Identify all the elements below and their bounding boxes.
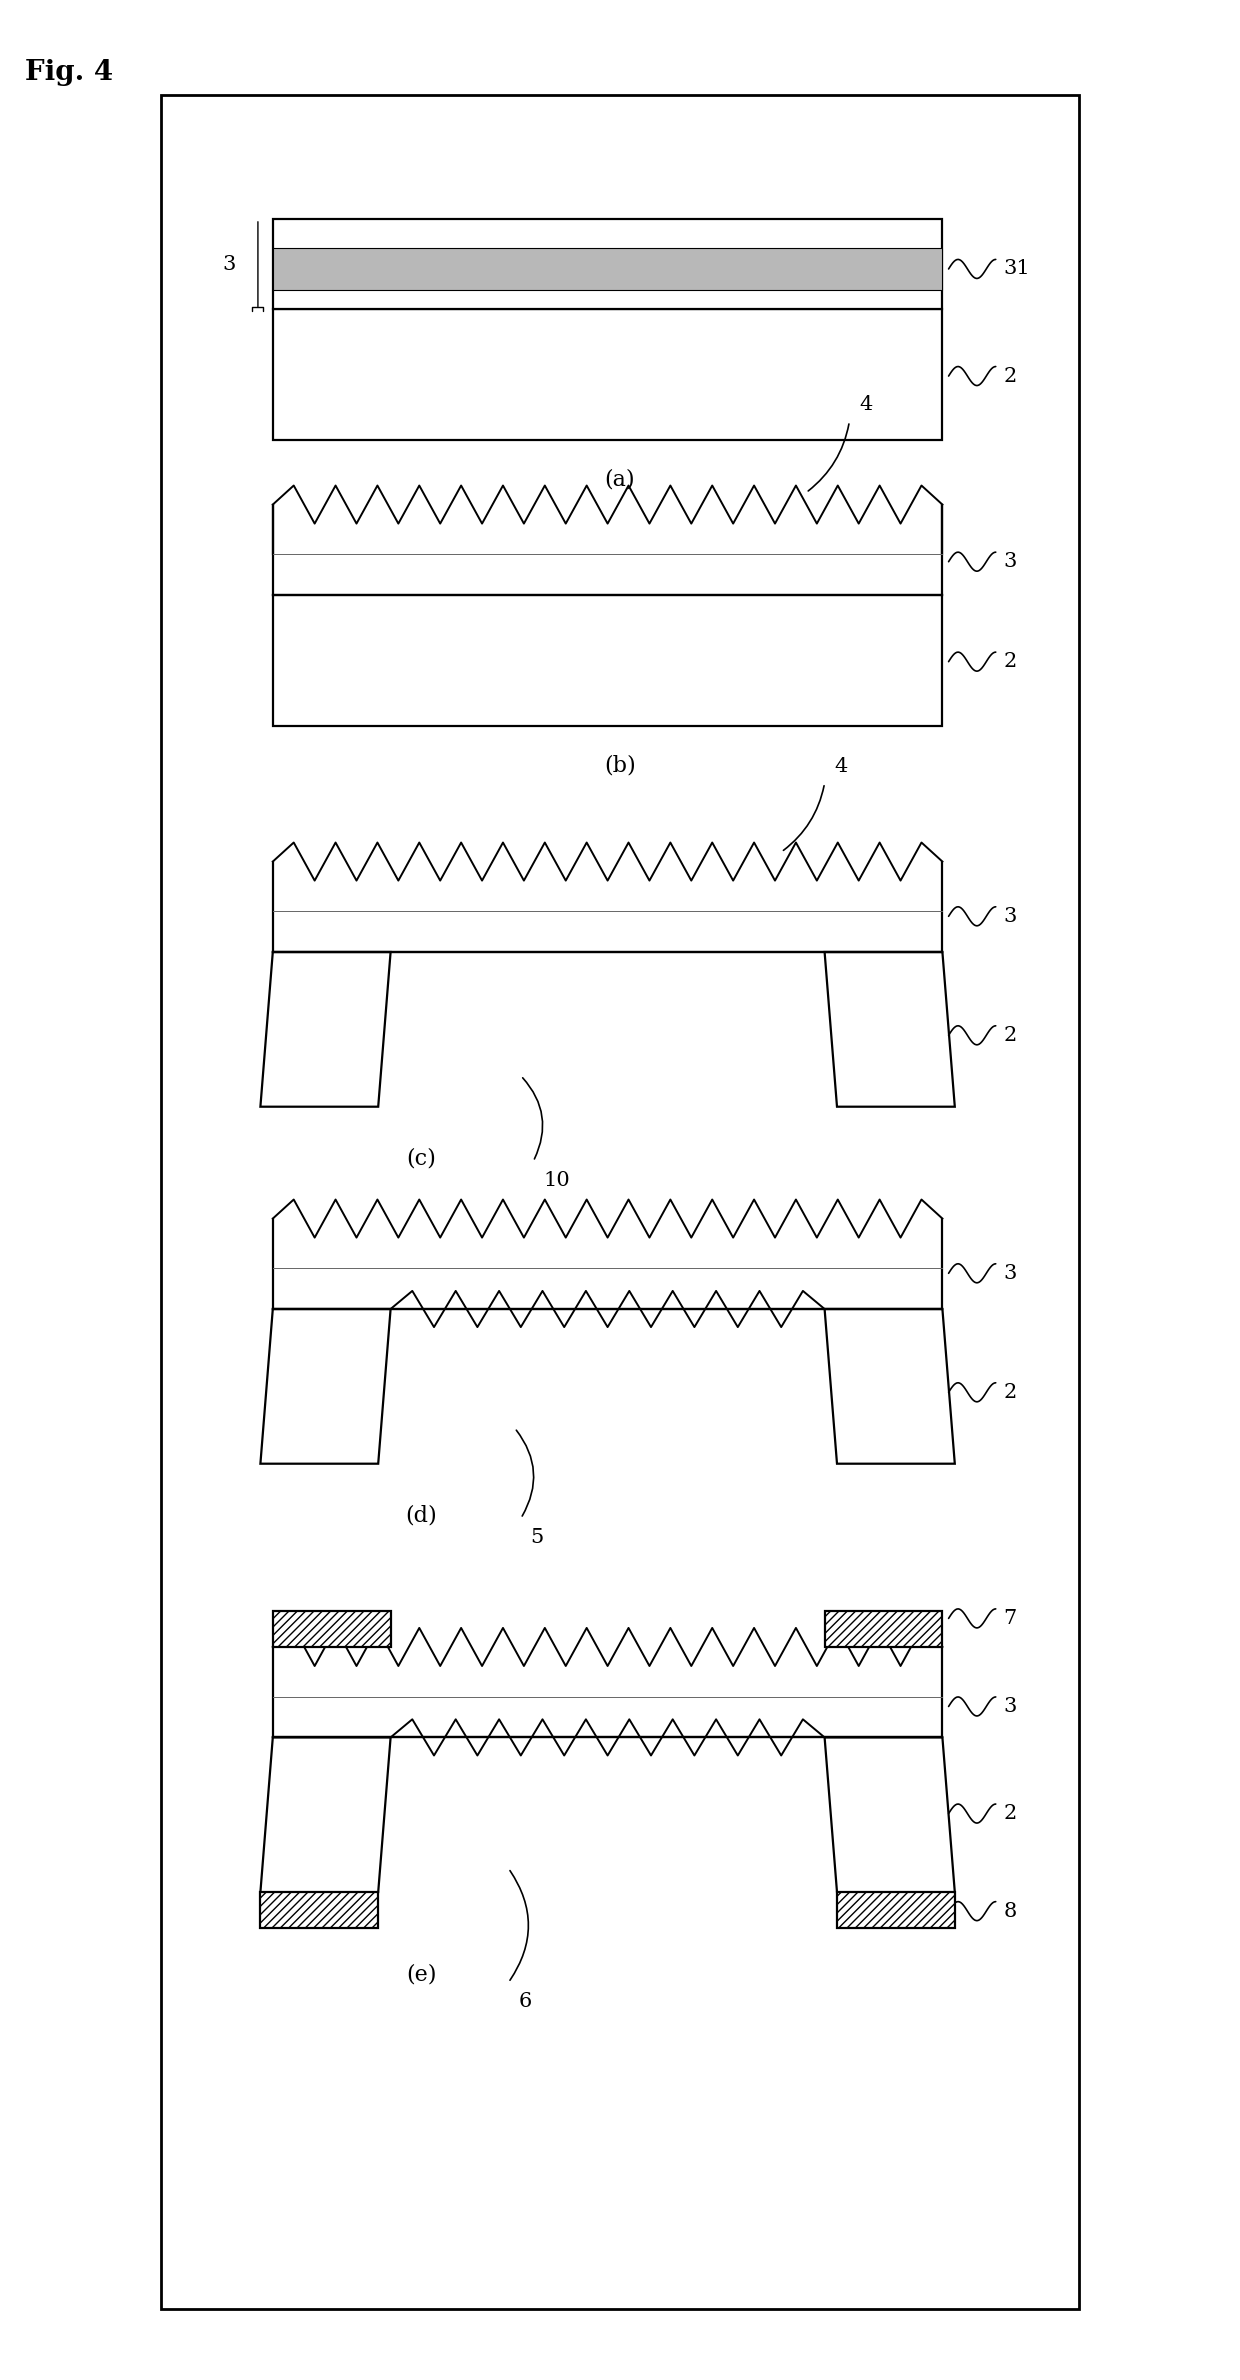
Text: 6: 6 [518, 1992, 532, 2011]
Text: 3: 3 [222, 255, 236, 274]
Bar [161, 95, 1079, 2309]
Text: 8: 8 [1003, 1902, 1017, 1921]
Polygon shape [825, 1309, 955, 1464]
Bar [273, 248, 942, 290]
Text: (a): (a) [605, 469, 635, 490]
Bar [273, 309, 942, 440]
Polygon shape [825, 1737, 955, 1892]
Polygon shape [260, 1309, 391, 1464]
Polygon shape [260, 952, 391, 1107]
Polygon shape [825, 952, 955, 1107]
Text: 2: 2 [1003, 652, 1017, 671]
Bar [273, 1611, 391, 1647]
Bar [260, 1892, 378, 1928]
Text: 3: 3 [1003, 1697, 1017, 1716]
Text: 2: 2 [1003, 1383, 1017, 1402]
Text: Fig. 4: Fig. 4 [25, 60, 113, 86]
Bar [273, 219, 942, 309]
Text: 4: 4 [835, 757, 848, 776]
Text: 2: 2 [1003, 367, 1017, 386]
Text: 3: 3 [1003, 1264, 1017, 1283]
Text: 3: 3 [1003, 552, 1017, 571]
Text: 4: 4 [859, 395, 873, 414]
Text: (d): (d) [405, 1504, 438, 1526]
Text: 3: 3 [1003, 907, 1017, 926]
Bar [273, 595, 942, 726]
Polygon shape [260, 1737, 391, 1892]
Bar [825, 1611, 942, 1647]
Text: (e): (e) [407, 1964, 436, 1985]
Bar [837, 1892, 955, 1928]
Text: 5: 5 [531, 1528, 544, 1547]
Text: (b): (b) [604, 754, 636, 776]
Text: 31: 31 [1003, 259, 1030, 278]
Text: 7: 7 [1003, 1609, 1017, 1628]
Text: (c): (c) [407, 1147, 436, 1169]
Text: 10: 10 [543, 1171, 570, 1190]
Text: 2: 2 [1003, 1804, 1017, 1823]
Text: 2: 2 [1003, 1026, 1017, 1045]
